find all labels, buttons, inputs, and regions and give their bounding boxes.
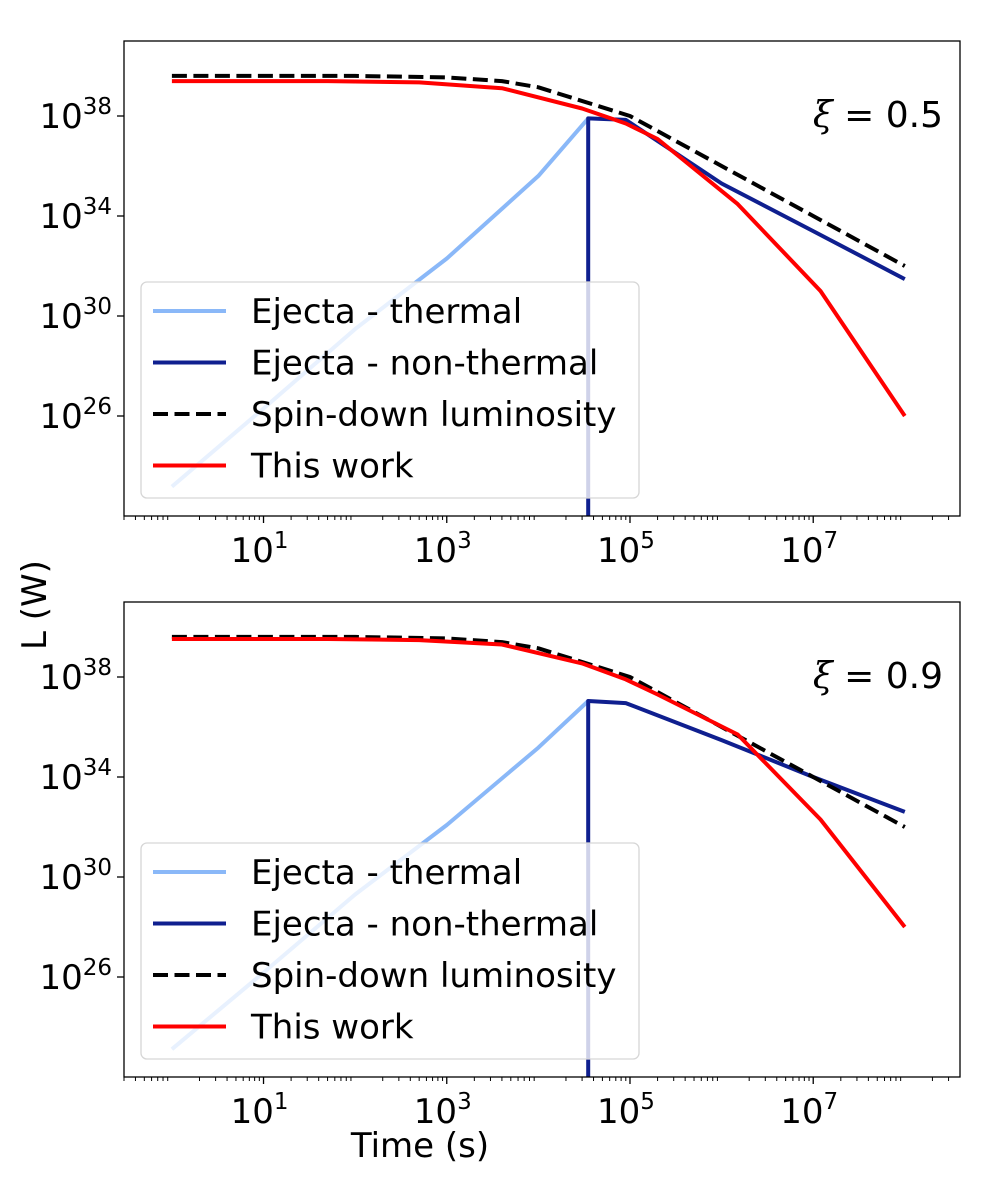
panel-1-y-tick-label: 1030 <box>39 294 112 337</box>
panel-1-x-tick-label: 105 <box>597 528 655 571</box>
panel-2-y-tick-label: 1034 <box>39 755 112 798</box>
panel-2-legend-label-2: Ejecta - non-thermal <box>251 905 598 945</box>
panel-1: 101 103 105 107 1026 1030 1034 1038 ξ = 0.5 Eject… <box>39 40 961 571</box>
panel-1-legend: Ejecta - thermal Ejecta - non-thermal Spin… <box>140 281 640 499</box>
panel-1-frame <box>123 40 961 517</box>
panel-1-y-tick-label: 1038 <box>39 94 112 137</box>
panel-2-series-this-work <box>171 637 907 929</box>
panel-2-legend-box <box>140 842 640 1060</box>
panels: 101 103 105 107 1026 1030 1034 1038 ξ = 0.5 Eject… <box>39 40 961 1166</box>
panel-1-x-tick-label: 107 <box>780 528 838 571</box>
panel-1-legend-label-2: Ejecta - non-thermal <box>251 344 598 384</box>
panel-2-frame <box>123 601 961 1078</box>
panel-2-annotation: ξ = 0.9 <box>813 656 943 697</box>
panel-1-y-tick-label: 1034 <box>39 194 112 237</box>
panel-1-y-tick-label: 1026 <box>39 394 112 437</box>
panel-2-legend-label-1: Ejecta - thermal <box>251 853 522 893</box>
panel-2-x-tick-label: 103 <box>414 1089 472 1132</box>
panel-1-x-tick-label: 103 <box>414 528 472 571</box>
panel-2-series-ejecta-non-thermal <box>586 699 906 1077</box>
panel-1-annotation: ξ = 0.5 <box>813 95 943 136</box>
panel-2-x-tick-label: 101 <box>231 1089 289 1132</box>
panel-1-legend-box <box>140 281 640 499</box>
panel-2-x-axis-label: Time (s) <box>350 1126 489 1166</box>
panel-2-y-tick-label: 1038 <box>39 655 112 698</box>
panel-2-legend-label-3: Spin-down luminosity <box>251 956 617 996</box>
panel-2-y-tick-label: 1026 <box>39 955 112 998</box>
panel-1-x-tick-label: 101 <box>231 528 289 571</box>
panel-2-legend: Ejecta - thermal Ejecta - non-thermal Spin… <box>140 842 640 1060</box>
panel-1-series-spin-down-luminosity <box>171 73 906 268</box>
panel-2: 101 103 105 107 1026 1030 1034 1038 ξ = 0.9 Time … <box>39 601 961 1166</box>
panel-1-series-this-work <box>171 79 907 418</box>
panel-2-series-spin-down-luminosity <box>171 634 906 829</box>
panel-2-x-tick-label: 107 <box>780 1089 838 1132</box>
shared-y-axis-label: L (W) <box>15 560 55 650</box>
panel-2-legend-label-4: This work <box>250 1008 414 1048</box>
panel-1-legend-label-1: Ejecta - thermal <box>251 292 522 332</box>
panel-1-legend-label-3: Spin-down luminosity <box>251 395 617 435</box>
panel-1-legend-label-4: This work <box>250 447 414 487</box>
panel-2-x-tick-label: 105 <box>597 1089 655 1132</box>
panel-2-y-tick-label: 1030 <box>39 855 112 898</box>
